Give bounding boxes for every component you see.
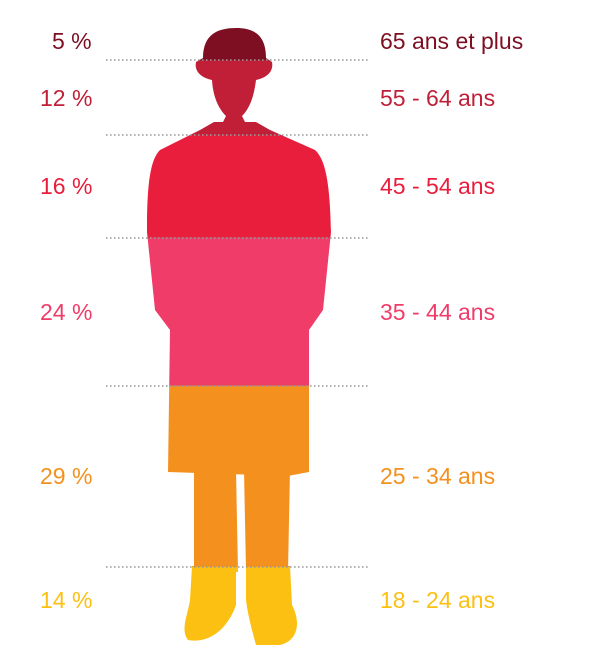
pct-label-55-64: 12 % [40,85,93,111]
age-label-18-24: 18 - 24 ans [380,587,496,613]
band-55-64 [147,60,331,136]
segment-separators [106,59,370,568]
band-65-plus [147,28,331,61]
age-label-55-64: 55 - 64 ans [380,85,496,111]
pct-label-35-44: 24 % [40,299,93,325]
pct-label-25-34: 29 % [40,463,93,489]
band-35-44 [147,237,331,387]
band-45-54 [147,135,331,239]
age-bands [147,28,331,645]
age-label-35-44: 35 - 44 ans [380,299,496,325]
pct-label-65-plus: 5 % [52,28,92,54]
band-25-34 [147,385,331,568]
pct-label-45-54: 16 % [40,173,93,199]
age-label-45-54: 45 - 54 ans [380,173,496,199]
age-label-25-34: 25 - 34 ans [380,463,496,489]
band-18-24 [147,566,331,645]
pct-label-18-24: 14 % [40,587,93,613]
age-label-65-plus: 65 ans et plus [380,28,524,54]
